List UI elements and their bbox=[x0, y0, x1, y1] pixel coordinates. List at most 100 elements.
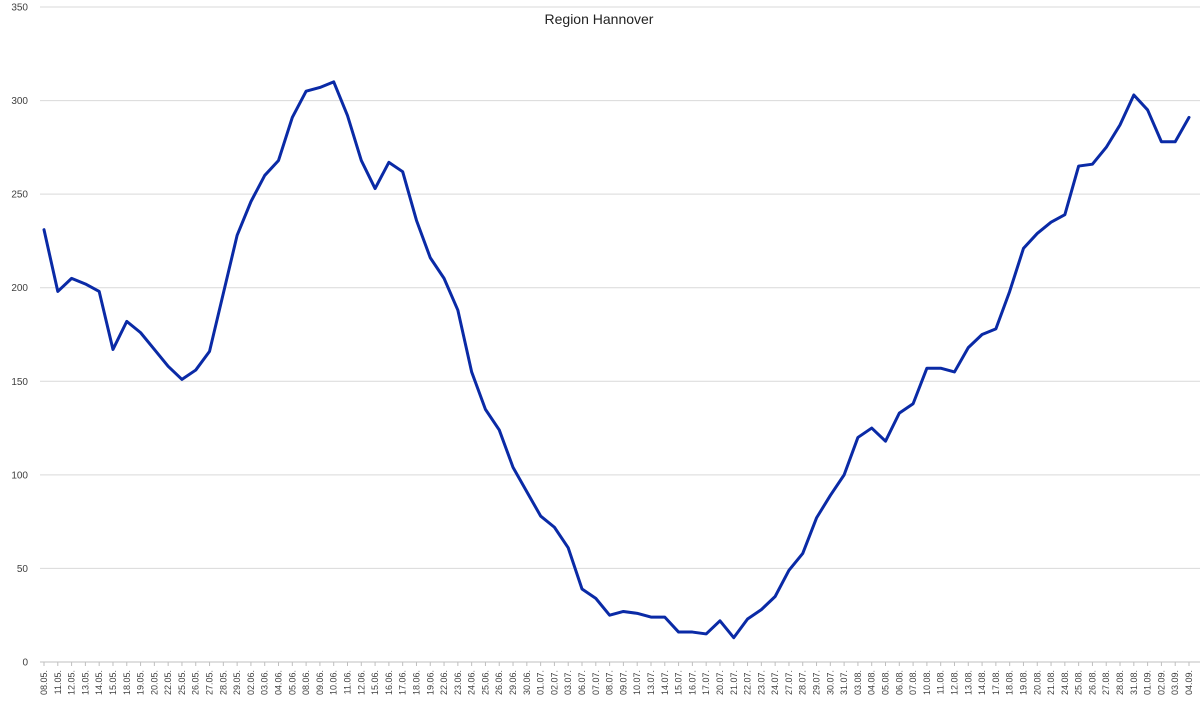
y-tick-label: 250 bbox=[11, 190, 28, 201]
data-point bbox=[663, 616, 666, 619]
data-point bbox=[1188, 116, 1191, 119]
x-tick-label: 18.08. bbox=[1005, 670, 1015, 695]
x-tick-label: 26.05. bbox=[191, 670, 201, 695]
y-tick-label: 0 bbox=[22, 658, 28, 669]
y-tick-label: 350 bbox=[11, 3, 28, 14]
data-point bbox=[415, 219, 418, 222]
data-point bbox=[498, 428, 501, 431]
x-tick-label: 25.08. bbox=[1074, 670, 1084, 695]
data-point bbox=[898, 412, 901, 415]
data-point bbox=[939, 367, 942, 370]
data-point bbox=[1008, 290, 1011, 293]
x-tick-label: 27.08. bbox=[1101, 670, 1111, 695]
x-tick-label: 13.05. bbox=[80, 670, 90, 695]
data-point bbox=[691, 631, 694, 634]
x-tick-label: 26.08. bbox=[1087, 670, 1097, 695]
x-tick-label: 15.07. bbox=[674, 670, 684, 695]
chart-title: Region Hannover bbox=[545, 11, 654, 27]
x-tick-label: 12.05. bbox=[67, 670, 77, 695]
x-tick-label: 27.05. bbox=[205, 670, 215, 695]
data-point bbox=[870, 427, 873, 430]
data-point bbox=[429, 256, 432, 259]
data-point bbox=[84, 282, 87, 285]
x-tick-label: 07.07. bbox=[591, 670, 601, 695]
data-point bbox=[470, 370, 473, 373]
x-tick-label: 21.07. bbox=[729, 670, 739, 695]
data-point bbox=[277, 159, 280, 162]
data-point bbox=[925, 367, 928, 370]
data-point bbox=[567, 546, 570, 549]
x-tick-label: 28.08. bbox=[1115, 670, 1125, 695]
x-tick-label: 23.07. bbox=[756, 670, 766, 695]
x-tick-label: 10.08. bbox=[922, 670, 932, 695]
data-point bbox=[967, 346, 970, 349]
y-tick-label: 50 bbox=[17, 564, 29, 575]
x-tick-label: 22.06. bbox=[439, 670, 449, 695]
data-point bbox=[539, 515, 542, 518]
data-point bbox=[1160, 140, 1163, 143]
data-point bbox=[456, 309, 459, 312]
x-tick-label: 15.05. bbox=[108, 670, 118, 695]
x-tick-label: 03.08. bbox=[853, 670, 863, 695]
data-point bbox=[346, 114, 349, 117]
x-tick-label: 25.06. bbox=[480, 670, 490, 695]
x-tick-label: 29.06. bbox=[508, 670, 518, 695]
data-point bbox=[360, 159, 363, 162]
data-point bbox=[774, 595, 777, 598]
x-tick-label: 14.05. bbox=[94, 670, 104, 695]
data-point bbox=[1174, 140, 1177, 143]
data-point bbox=[705, 632, 708, 635]
data-point bbox=[553, 526, 556, 529]
x-tick-label: 25.05. bbox=[177, 670, 187, 695]
data-point bbox=[677, 631, 680, 634]
data-point bbox=[180, 378, 183, 381]
x-tick-label: 19.06. bbox=[425, 670, 435, 695]
x-tick-label: 06.07. bbox=[577, 670, 587, 695]
y-tick-label: 300 bbox=[11, 96, 28, 107]
data-point bbox=[1036, 232, 1039, 235]
x-tick-label: 02.09. bbox=[1156, 670, 1166, 695]
y-axis-ticks: 0 50 100 150 200 250 300 350 bbox=[11, 3, 28, 669]
data-point bbox=[1119, 123, 1122, 126]
x-tick-label: 19.05. bbox=[136, 670, 146, 695]
data-point bbox=[222, 292, 225, 295]
data-point bbox=[387, 161, 390, 164]
x-tick-label: 20.05. bbox=[149, 670, 159, 695]
data-point bbox=[953, 370, 956, 373]
data-point bbox=[1091, 163, 1094, 166]
data-point bbox=[884, 440, 887, 443]
data-point bbox=[746, 617, 749, 620]
data-point bbox=[98, 290, 101, 293]
data-point bbox=[760, 608, 763, 611]
x-tick-label: 27.07. bbox=[784, 670, 794, 695]
data-point bbox=[1146, 108, 1149, 111]
series-layer bbox=[42, 80, 1191, 640]
x-tick-label: 13.08. bbox=[963, 670, 973, 695]
x-tick-label: 29.05. bbox=[232, 670, 242, 695]
data-point bbox=[622, 610, 625, 613]
data-point bbox=[1050, 221, 1053, 224]
x-tick-label: 26.06. bbox=[494, 670, 504, 695]
x-tick-label: 09.07. bbox=[618, 670, 628, 695]
x-tick-label: 16.06. bbox=[384, 670, 394, 695]
x-tick-label: 24.07. bbox=[770, 670, 780, 695]
data-point bbox=[636, 612, 639, 615]
x-tick-label: 03.06. bbox=[260, 670, 270, 695]
x-tick-label: 18.06. bbox=[411, 670, 421, 695]
x-tick-label: 30.06. bbox=[522, 670, 532, 695]
data-point bbox=[374, 187, 377, 190]
x-tick-label: 19.08. bbox=[1018, 670, 1028, 695]
x-tick-label: 12.06. bbox=[356, 670, 366, 695]
x-tick-label: 30.07. bbox=[825, 670, 835, 695]
data-point bbox=[512, 466, 515, 469]
x-tick-label: 04.08. bbox=[867, 670, 877, 695]
data-point bbox=[732, 636, 735, 639]
data-point bbox=[194, 369, 197, 372]
x-tick-label: 15.06. bbox=[370, 670, 380, 695]
data-point bbox=[581, 588, 584, 591]
data-point bbox=[1132, 93, 1135, 96]
x-tick-label: 09.06. bbox=[315, 670, 325, 695]
data-point bbox=[856, 436, 859, 439]
data-point bbox=[1105, 146, 1108, 149]
